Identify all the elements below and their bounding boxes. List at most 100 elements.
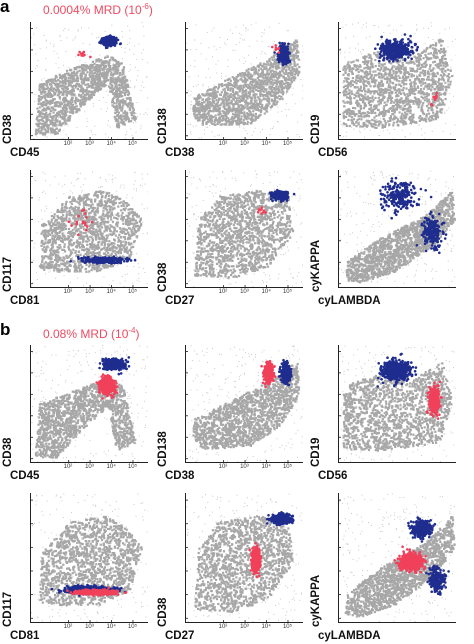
background-event (208, 103, 211, 106)
background-event (377, 124, 380, 127)
background-event (39, 122, 42, 125)
background-event (362, 107, 366, 110)
background-event (287, 66, 290, 69)
background-event (200, 42, 202, 44)
background-event (342, 112, 345, 115)
background-event (197, 112, 200, 115)
background-event (188, 76, 190, 78)
background-event (268, 81, 271, 84)
background-event (377, 109, 380, 112)
background-event (89, 95, 92, 98)
background-event (405, 61, 408, 64)
background-event (383, 105, 386, 108)
background-event (427, 117, 430, 120)
background-event (84, 83, 87, 86)
background-event (34, 130, 38, 133)
background-event (278, 72, 281, 75)
background-event (348, 124, 351, 128)
background-event (242, 90, 245, 93)
background-event (277, 88, 281, 91)
background-event (256, 40, 258, 42)
background-event (201, 123, 204, 126)
background-event (90, 73, 93, 76)
background-event (426, 58, 429, 61)
background-event (64, 90, 67, 93)
background-event (127, 120, 130, 123)
background-event (420, 84, 423, 87)
background-event (53, 93, 57, 96)
background-event (345, 77, 348, 80)
background-event (57, 110, 60, 114)
background-event (222, 117, 225, 120)
background-event (284, 92, 286, 94)
background-event (276, 79, 279, 83)
background-event (123, 110, 127, 113)
background-event (248, 90, 250, 92)
background-event (103, 80, 106, 83)
background-event (382, 69, 385, 72)
background-event (113, 96, 116, 99)
background-event (217, 83, 221, 86)
background-event (365, 77, 368, 80)
background-event (272, 83, 275, 86)
background-event (225, 122, 227, 124)
background-event (59, 103, 62, 106)
background-event (435, 105, 438, 108)
background-event (387, 72, 390, 75)
background-event (280, 95, 283, 99)
background-event (410, 92, 414, 95)
background-event (209, 88, 212, 91)
background-event (232, 117, 235, 120)
background-event (261, 76, 264, 79)
background-event (80, 87, 83, 90)
background-event (224, 114, 227, 117)
background-event (396, 102, 399, 105)
background-event (281, 70, 284, 73)
background-event (42, 86, 45, 89)
background-event (349, 97, 353, 100)
background-event (73, 67, 77, 71)
background-event (361, 69, 364, 72)
background-event (437, 89, 440, 92)
background-event (272, 91, 275, 94)
background-event (59, 36, 61, 38)
background-event (386, 76, 389, 79)
background-event (203, 93, 205, 95)
background-event (269, 85, 272, 88)
background-event (37, 98, 40, 101)
background-event (392, 70, 395, 73)
background-event (122, 70, 125, 73)
background-event (136, 58, 138, 60)
background-event (96, 82, 99, 85)
background-event (66, 119, 69, 122)
background-event (96, 72, 97, 74)
background-event (45, 115, 48, 118)
background-event (51, 127, 54, 130)
background-event (196, 114, 199, 117)
background-event (402, 77, 405, 80)
background-event (263, 80, 266, 83)
background-event (83, 80, 86, 83)
background-event (206, 105, 209, 108)
background-event (58, 104, 61, 107)
background-event (44, 93, 46, 95)
background-event (112, 59, 115, 62)
background-event (194, 39, 196, 41)
background-event (90, 93, 93, 96)
background-event (79, 90, 82, 93)
background-event (350, 61, 353, 64)
background-event (291, 70, 293, 72)
background-event (283, 72, 286, 75)
background-event (42, 125, 45, 129)
background-event (290, 73, 293, 77)
background-event (39, 132, 42, 135)
background-event (96, 70, 100, 73)
background-event (354, 86, 357, 89)
background-event (73, 99, 74, 101)
background-event (274, 64, 277, 67)
background-event (251, 104, 254, 107)
background-event (439, 62, 442, 65)
background-event (100, 69, 102, 71)
background-event (71, 107, 74, 110)
background-event (357, 102, 360, 105)
